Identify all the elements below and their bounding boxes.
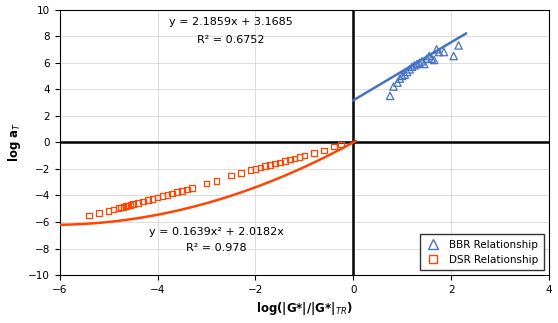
Point xyxy=(440,49,449,55)
Point xyxy=(271,161,280,166)
Point xyxy=(430,57,439,63)
Point xyxy=(163,192,172,197)
Point xyxy=(212,178,221,183)
Point xyxy=(114,205,123,211)
Point xyxy=(285,157,294,162)
Point xyxy=(403,69,412,75)
Point xyxy=(449,53,458,58)
Point xyxy=(173,190,182,195)
Point xyxy=(415,60,424,65)
Point xyxy=(138,199,147,204)
Point xyxy=(389,84,398,89)
Point xyxy=(121,203,130,209)
Point xyxy=(310,151,319,156)
Point xyxy=(94,210,103,215)
Point xyxy=(153,195,162,200)
Text: R² = 0.6752: R² = 0.6752 xyxy=(198,35,264,45)
Point xyxy=(276,160,285,165)
Point xyxy=(412,61,421,67)
Point xyxy=(398,73,407,78)
Point xyxy=(109,207,118,212)
Point xyxy=(408,64,417,69)
Text: y = 0.1639x² + 2.0182x: y = 0.1639x² + 2.0182x xyxy=(149,227,284,237)
Point xyxy=(422,56,431,61)
Point xyxy=(256,165,265,170)
Point xyxy=(280,158,289,163)
Point xyxy=(158,193,167,199)
X-axis label: log(|G*|/|G*|$_{TR}$): log(|G*|/|G*|$_{TR}$) xyxy=(256,300,353,318)
Point xyxy=(425,53,434,58)
Point xyxy=(124,203,133,208)
Point xyxy=(336,142,345,147)
Point xyxy=(168,191,177,196)
Point xyxy=(126,202,135,207)
Point xyxy=(129,202,138,207)
Point xyxy=(329,144,338,149)
Point xyxy=(393,80,402,85)
Point xyxy=(290,156,299,161)
Point xyxy=(396,76,405,81)
Point xyxy=(187,186,196,191)
Point xyxy=(295,154,304,160)
Point xyxy=(133,200,142,205)
Point xyxy=(85,213,94,218)
Point xyxy=(410,63,419,68)
Point xyxy=(182,187,191,192)
Point xyxy=(261,164,270,169)
Point xyxy=(117,205,126,210)
Point xyxy=(177,188,186,193)
Point xyxy=(246,168,255,173)
Point xyxy=(300,153,309,158)
Point xyxy=(420,61,429,67)
Y-axis label: log a$_T$: log a$_T$ xyxy=(6,122,22,162)
Point xyxy=(400,72,409,77)
Text: y = 2.1859x + 3.1685: y = 2.1859x + 3.1685 xyxy=(169,17,293,27)
Point xyxy=(202,181,211,186)
Point xyxy=(104,208,113,213)
Point xyxy=(417,59,426,64)
Legend: BBR Relationship, DSR Relationship: BBR Relationship, DSR Relationship xyxy=(420,234,544,270)
Point xyxy=(405,67,414,72)
Point xyxy=(454,43,463,48)
Point xyxy=(251,166,260,172)
Point xyxy=(266,162,275,168)
Point xyxy=(427,56,436,61)
Point xyxy=(237,170,246,175)
Point xyxy=(435,49,444,55)
Point xyxy=(119,204,128,209)
Point xyxy=(320,148,329,153)
Point xyxy=(432,47,441,52)
Point xyxy=(227,173,235,178)
Point xyxy=(386,93,395,99)
Text: R² = 0.978: R² = 0.978 xyxy=(186,243,247,253)
Point xyxy=(148,196,157,201)
Point xyxy=(143,198,152,203)
